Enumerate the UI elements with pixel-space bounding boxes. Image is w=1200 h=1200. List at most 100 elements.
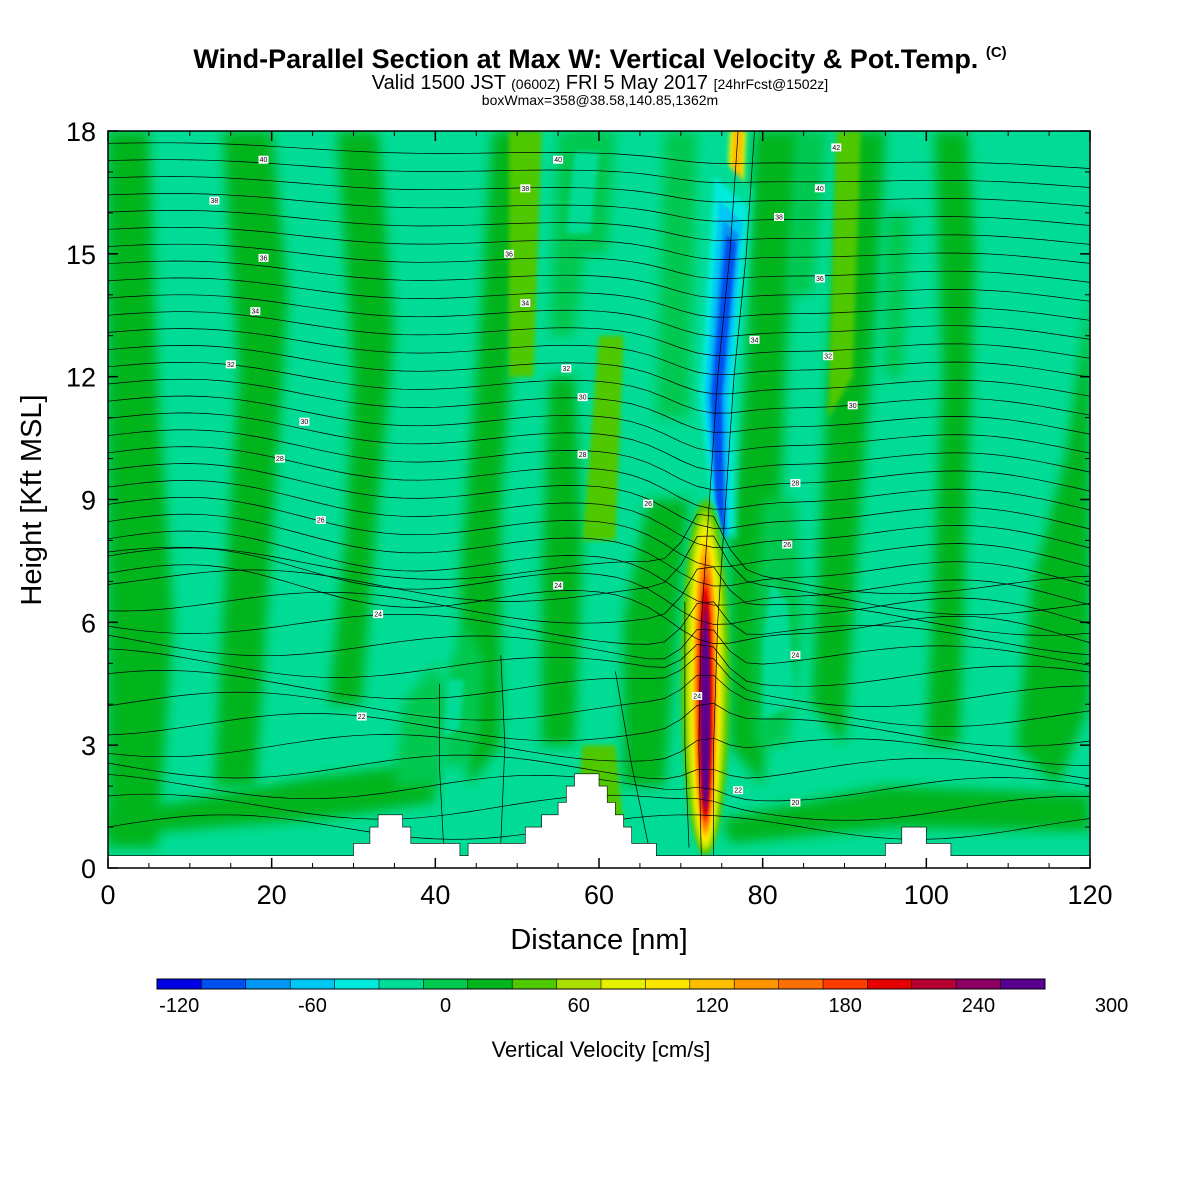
x-tick-label: 100 (904, 880, 949, 910)
isentrope-line (108, 513, 1090, 587)
isentrope-label: 32 (823, 352, 834, 361)
isentrope-label-bg (814, 274, 825, 283)
weak-updraft-region (108, 131, 174, 848)
isentrope-label-bg (315, 516, 326, 524)
valid-time-utc: (0600Z) (511, 76, 561, 92)
isentrope-label-text: 30 (579, 395, 587, 402)
isentrope-label: 28 (274, 454, 285, 463)
isentrope-label-bg (643, 499, 654, 508)
y-tick-label: 15 (66, 240, 96, 270)
colorbar-swatch (645, 979, 691, 989)
isentrope-line (684, 601, 690, 848)
y-tick-label: 18 (66, 117, 96, 147)
isentrope-line (108, 446, 1090, 511)
isentrope-label-text: 24 (792, 653, 800, 660)
colorbar-swatch (601, 979, 646, 989)
isentrope-label: 24 (692, 692, 703, 701)
isentrope-line (108, 566, 1090, 636)
weak-updraft-region (329, 131, 395, 705)
isentrope-label-text: 42 (832, 145, 840, 152)
colorbar-swatch (556, 979, 602, 989)
isentrope-line (108, 210, 1090, 245)
colorbar-swatch (467, 979, 513, 989)
isentrope-line (108, 328, 1090, 378)
isentrope-label: 32 (561, 364, 572, 373)
isentrope-line (108, 496, 1090, 568)
isentrope-line (108, 754, 1090, 780)
colorbar-swatch (823, 979, 868, 989)
isentrope-label-text: 26 (644, 501, 652, 508)
isentrope-label-text: 30 (849, 403, 857, 410)
isentrope-label: 38 (209, 196, 220, 205)
isentrope-line (108, 547, 1090, 625)
isentrope-label-text: 32 (824, 354, 832, 361)
isentrope-label-text: 30 (301, 419, 309, 426)
isentrope-label: 26 (315, 516, 326, 525)
isentrope-label-text: 28 (276, 456, 284, 463)
y-tick-label: 6 (81, 608, 96, 638)
isentrope-label: 38 (774, 213, 784, 222)
isentrope-line (108, 176, 1090, 207)
y-tick-label: 3 (81, 731, 96, 761)
colorbar-swatch (423, 979, 469, 989)
y-tick-label: 0 (81, 854, 96, 884)
weak-downdraft-region (787, 131, 829, 295)
x-tick-label: 120 (1067, 880, 1112, 910)
colorbar-swatch (689, 979, 735, 989)
isentrope-line (615, 671, 649, 844)
isentrope-line (108, 463, 1090, 530)
isentrope-line (108, 243, 1090, 283)
isentrope-label: 24 (373, 610, 384, 619)
isentrope-label-bg (299, 417, 310, 426)
weak-updraft-region (926, 131, 976, 746)
isentrope-label-text: 36 (260, 255, 268, 262)
moderate-updraft-region (509, 131, 542, 377)
isentrope-label: 24 (553, 581, 564, 590)
isentrope-label-text: 24 (554, 583, 562, 590)
x-tick-label: 60 (584, 880, 614, 910)
isentrope-label: 32 (225, 360, 236, 369)
colorbar-swatch (778, 979, 824, 989)
isentrope-line (108, 429, 1090, 492)
colorbar-swatch (290, 979, 336, 989)
downdraft-region (566, 151, 599, 234)
isentrope-label-bg (209, 196, 220, 205)
colorbar-label: 300 (1095, 995, 1128, 1017)
colorbar-swatch (245, 979, 291, 989)
isentrope-label-text: 22 (358, 714, 366, 721)
isentrope-label: 36 (814, 274, 825, 283)
isentrope-line (439, 683, 444, 844)
copyright-mark: (C) (985, 44, 1007, 61)
isentrope-line (108, 734, 1090, 766)
y-tick-label: 9 (81, 486, 96, 516)
colorbar-label: 0 (440, 995, 451, 1017)
isentrope-label-text: 34 (251, 309, 259, 316)
weak-updraft-region (108, 761, 436, 836)
isentrope-lines (108, 131, 1090, 856)
moderate-updraft-region (828, 131, 861, 418)
isentrope-line (108, 159, 1090, 188)
colorbar-label: 120 (695, 995, 728, 1017)
isentrope-line (108, 378, 1090, 435)
isentrope-label-bg (814, 184, 825, 193)
isentrope-label-bg (373, 610, 384, 619)
isentrope-label-bg (274, 454, 285, 463)
x-tick-label: 40 (420, 880, 450, 910)
colorbar-label: 180 (829, 995, 862, 1017)
colorbar-swatch (734, 979, 780, 989)
isentrope-label: 30 (577, 393, 588, 402)
terrain-layer (107, 773, 1091, 869)
chart-subtitle-2: boxWmax=358@38.58,140.85,1362m (481, 92, 719, 108)
downdraft-region (770, 622, 788, 705)
moderate-updraft-region (582, 335, 624, 541)
isentrope-label-bg (258, 155, 269, 164)
isentrope-label-text: 26 (317, 518, 325, 525)
isentrope-label: 34 (250, 307, 261, 316)
isentrope-label-text: 20 (792, 800, 800, 807)
isentrope-label: 22 (356, 712, 367, 721)
isentrope-label-text: 36 (816, 276, 824, 283)
isentrope-line (698, 131, 739, 856)
isentrope-labels: 40 40 42 38 38 40 38 36 36 36 34 34 34 32 32 32 30 30 30 28… (209, 143, 858, 807)
